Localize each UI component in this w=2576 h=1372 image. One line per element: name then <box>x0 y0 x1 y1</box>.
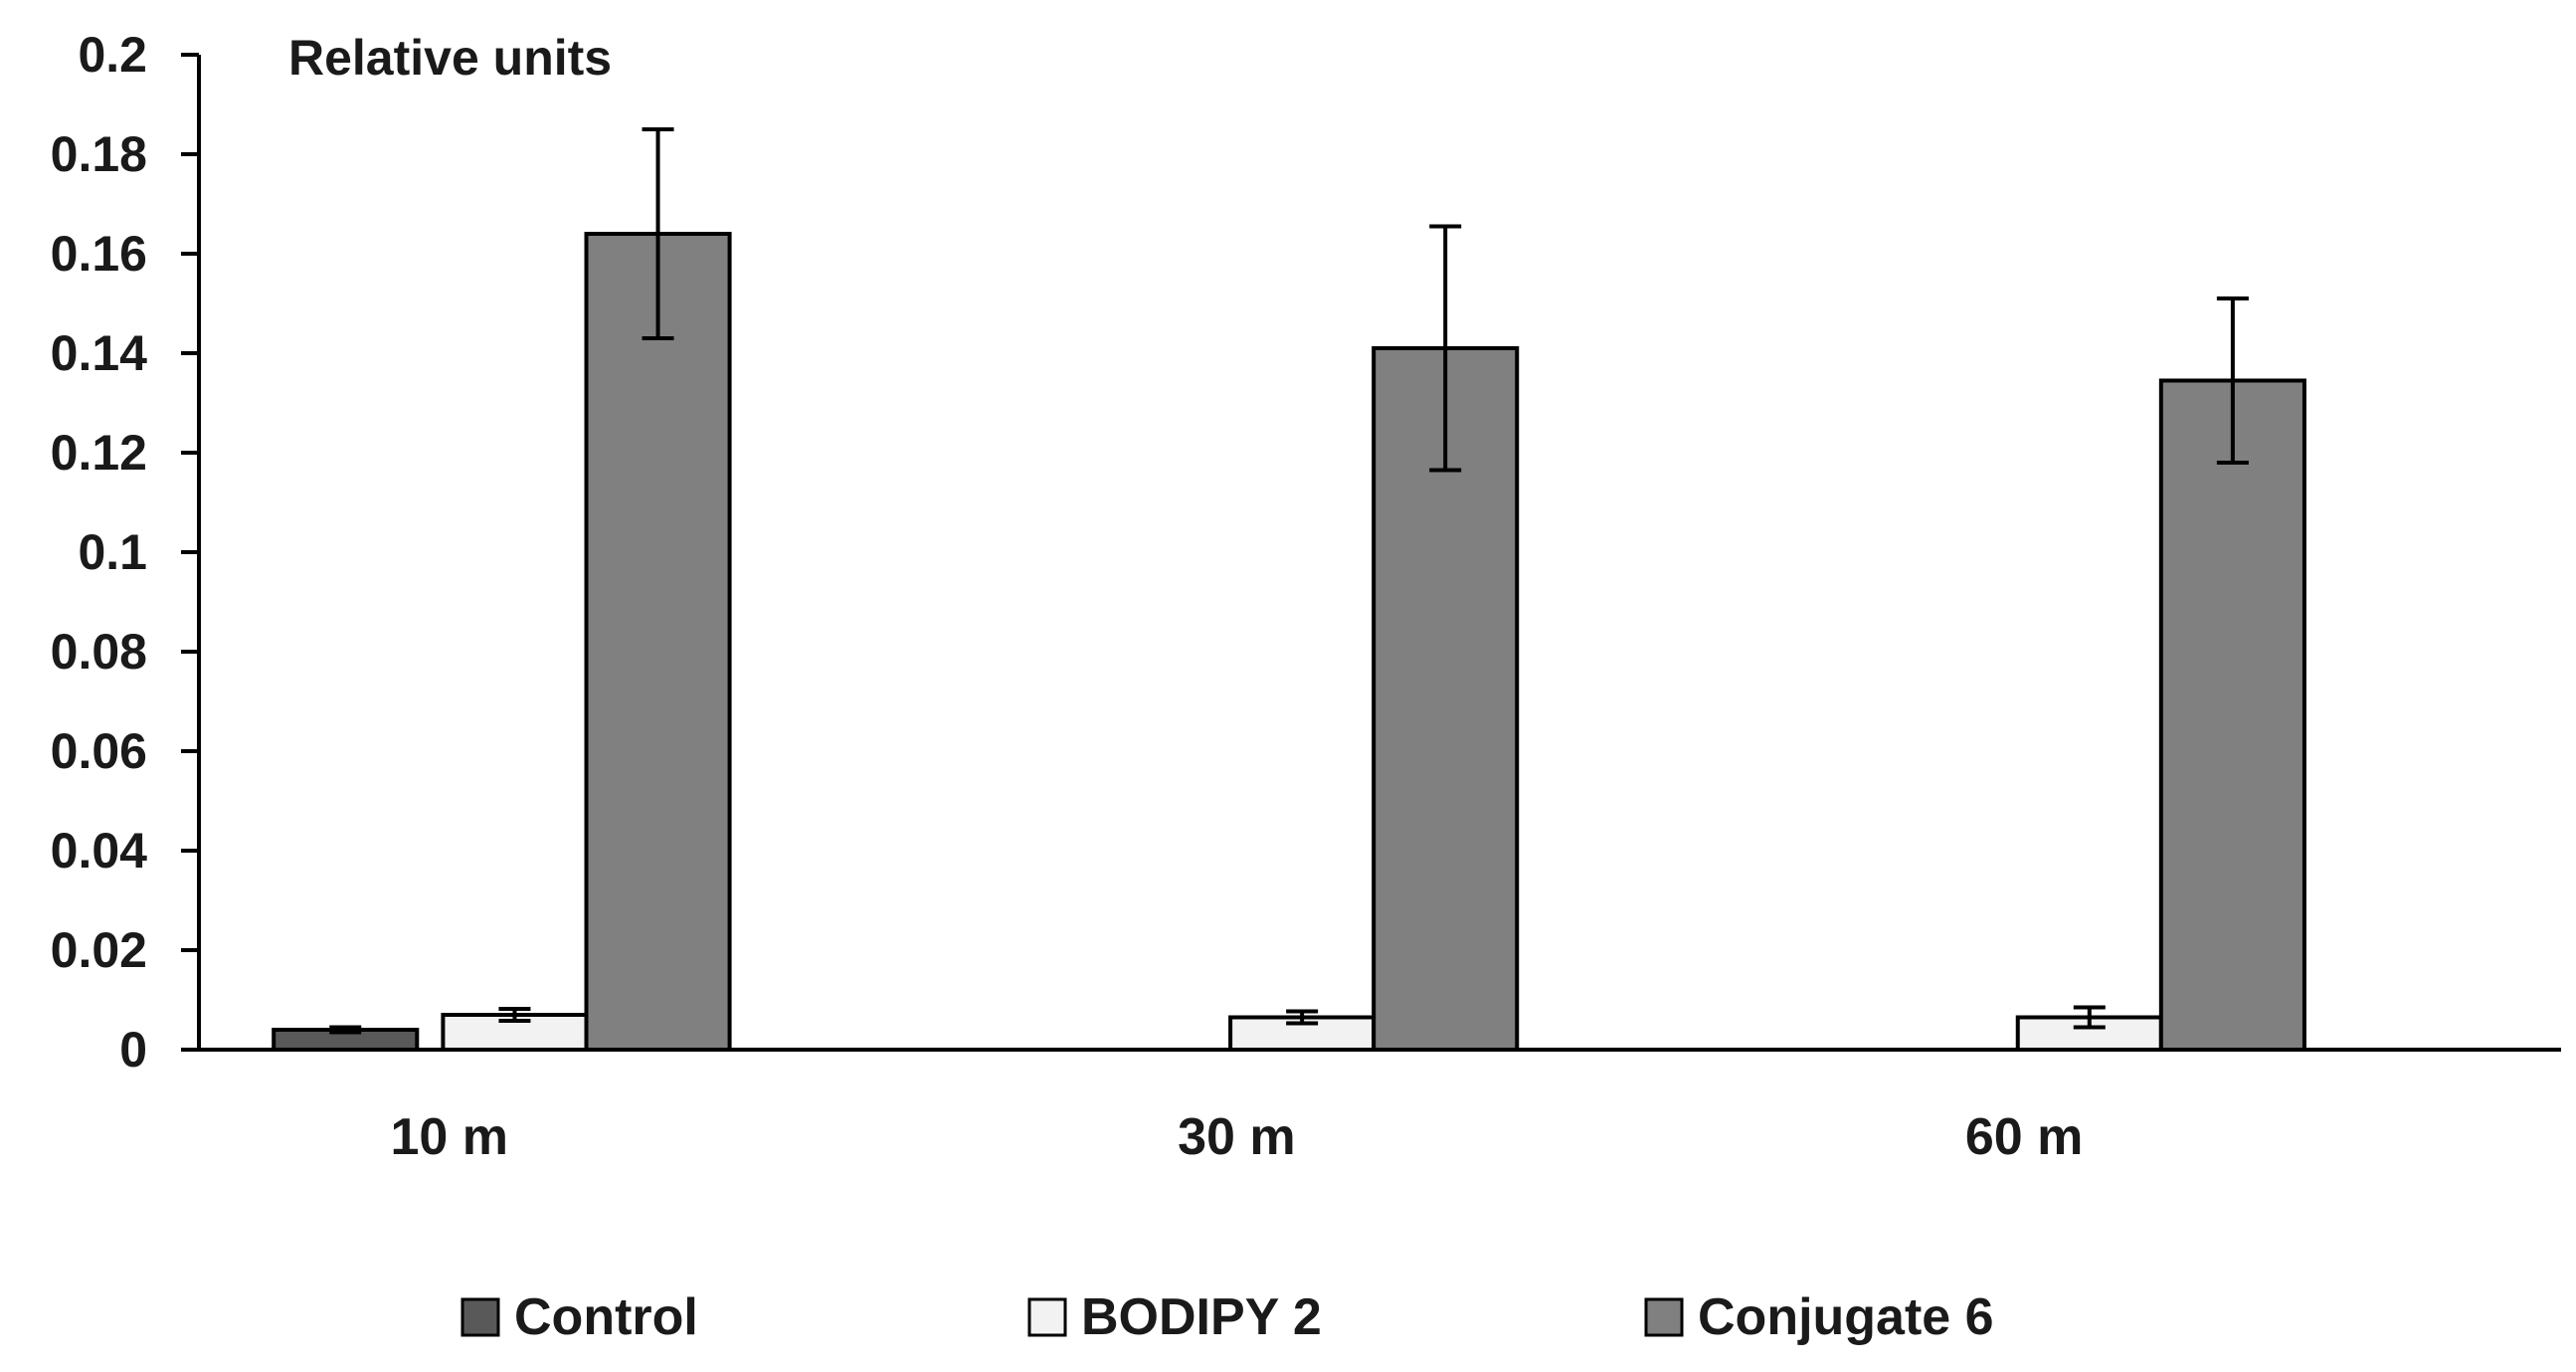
legend-label: BODIPY 2 <box>1081 1288 1322 1346</box>
y-tick-label: 0.04 <box>51 823 148 879</box>
legend: Control BODIPY 2 Conjugate 6 <box>460 1288 1994 1346</box>
error-bars <box>329 127 2249 1035</box>
y-tick-label: 0.16 <box>51 226 147 282</box>
y-tick-label: 0.06 <box>51 723 147 779</box>
y-ticks: 0 0.02 0.04 0.06 0.08 0.1 0.12 0.14 0.16 0.18 0.2 <box>51 27 199 1078</box>
y-tick-label: 0.02 <box>51 922 147 978</box>
bar-conjugate-6-60m <box>2158 378 2306 1052</box>
x-tick-label: 60 m <box>1965 1108 2084 1166</box>
y-tick-label: 0.2 <box>78 27 147 83</box>
y-tick-label: 0.08 <box>51 624 147 680</box>
y-tick-label: 0.18 <box>51 126 147 182</box>
bar-conjugate-6-10m <box>584 232 732 1052</box>
legend-label: Conjugate 6 <box>1698 1288 1994 1346</box>
bars <box>272 232 2306 1052</box>
x-tick-labels: 10 m 30 m 60 m <box>390 1108 2083 1166</box>
legend-swatch-conjugate-6 <box>1644 1297 1684 1337</box>
legend-label: Control <box>514 1288 698 1346</box>
x-tick-label: 30 m <box>1178 1108 1296 1166</box>
y-axis-label: Relative units <box>288 30 612 86</box>
legend-swatch-control <box>460 1297 500 1337</box>
x-tick-label: 10 m <box>390 1108 508 1166</box>
legend-swatch-bodipy-2 <box>1027 1297 1067 1337</box>
y-tick-label: 0.14 <box>51 325 148 381</box>
y-tick-label: 0.12 <box>51 425 147 481</box>
y-tick-label: 0.1 <box>78 524 147 580</box>
y-tick-label: 0 <box>119 1022 147 1078</box>
